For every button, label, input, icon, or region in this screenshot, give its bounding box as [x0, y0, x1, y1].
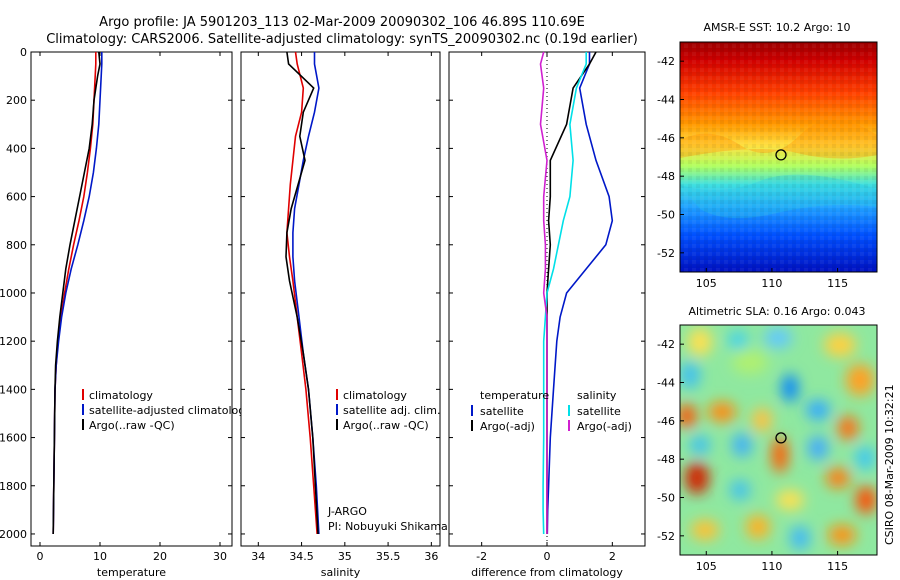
x-tick-label: 0 — [37, 550, 44, 563]
x-axis-label: salinity — [321, 566, 361, 579]
x-tick-label: 10 — [93, 550, 107, 563]
legend-label: Argo(-adj) — [480, 420, 535, 433]
map-y-tick-label: -42 — [657, 55, 675, 68]
header-line-2: Climatology: CARS2006. Satellite-adjuste… — [46, 32, 638, 47]
temperature-panel: 0 10 20 30 0 200 400 600 800 1000 1200 1400 1600 1800… — [0, 46, 252, 579]
sst-map-title: AMSR-E SST: 10.2 Argo: 10 — [703, 21, 850, 34]
series-line — [539, 51, 548, 534]
series-line — [285, 51, 319, 535]
annotation-text: J-ARGO — [327, 505, 367, 518]
y-tick-label: 1200 — [0, 335, 27, 348]
annotation-text: PI: Nobuyuki Shikama — [328, 520, 448, 533]
y-tick-label: 800 — [6, 239, 27, 252]
x-axis-label: difference from climatology — [471, 566, 623, 579]
plot-frame — [240, 51, 441, 547]
sla-map-panel: Altimetric SLA: 0.16 Argo: 0.043 — [657, 305, 878, 573]
y-tick-label: 0 — [20, 46, 27, 59]
map-x-tick-label: 105 — [696, 560, 717, 573]
y-tick-label: 600 — [6, 191, 27, 204]
legend-label: satellite — [480, 405, 524, 418]
map-y-tick-label: -44 — [657, 94, 675, 107]
credit-label: CSIRO 08-Mar-2009 10:32:21 — [883, 384, 896, 545]
header-line-1: Argo profile: JA 5901203_113 02-Mar-2009… — [99, 15, 585, 30]
legend-label: Argo(..raw -QC) — [89, 419, 175, 432]
sst-argo-marker — [775, 149, 787, 161]
x-tick-label: 2 — [609, 550, 616, 563]
sla-argo-marker — [775, 432, 787, 444]
difference-panel: -2 0 2 difference from climatology temperatu… — [448, 51, 646, 579]
legend-label: Argo(..raw -QC) — [343, 419, 429, 432]
y-tick-label: 1600 — [0, 432, 27, 445]
series-line — [52, 51, 101, 535]
plot-frame — [30, 51, 233, 547]
x-tick-label: 35 — [338, 550, 352, 563]
map-y-tick-label: -48 — [657, 170, 675, 183]
legend-label: satellite — [577, 405, 621, 418]
sla-map-title: Altimetric SLA: 0.16 Argo: 0.043 — [688, 305, 865, 318]
sst-map-ticks: 105 110 115 -42 -44 -46 -48 -50 -52 — [657, 55, 848, 290]
sst-map-frame — [679, 41, 878, 273]
x-tick-label: 30 — [213, 550, 227, 563]
x-tick-label: 20 — [153, 550, 167, 563]
x-tick-label: 35.5 — [376, 550, 401, 563]
y-tick-label: 400 — [6, 142, 27, 155]
sst-map-panel: AMSR-E SST: 10.2 Argo: 10 105 110 115 -42 -4… — [657, 21, 878, 290]
map-y-tick-label: -48 — [657, 453, 675, 466]
map-x-tick-label: 115 — [827, 277, 848, 290]
sla-map-ticks: 105 110 115 -42 -44 -46 -48 -50 -52 — [657, 338, 848, 573]
map-x-tick-label: 105 — [696, 277, 717, 290]
y-tick-label: 1400 — [0, 383, 27, 396]
x-axis-label: temperature — [97, 566, 166, 579]
map-y-tick-label: -52 — [657, 530, 675, 543]
map-x-tick-label: 115 — [827, 560, 848, 573]
legend-label: climatology — [343, 389, 407, 402]
map-y-tick-label: -46 — [657, 132, 675, 145]
sla-map-frame — [679, 324, 878, 556]
series-line — [542, 52, 588, 535]
sst-pixel-texture — [680, 42, 877, 272]
y-tick-label: 2000 — [0, 528, 27, 541]
map-y-tick-label: -50 — [657, 492, 675, 505]
legend-label: satellite adj. clim. — [343, 404, 440, 417]
map-y-tick-label: -46 — [657, 415, 675, 428]
map-x-tick-label: 110 — [761, 560, 782, 573]
x-tick-label: -2 — [476, 550, 487, 563]
salinity-panel: 34 34.5 35 35.5 36 salinity climatology satelli… — [240, 51, 448, 579]
y-tick-label: 200 — [6, 94, 27, 107]
y-tick-label: 1800 — [0, 480, 27, 493]
legend-group-title: temperature — [480, 389, 549, 402]
map-y-tick-label: -50 — [657, 209, 675, 222]
legend-label: satellite-adjusted climatology — [89, 404, 252, 417]
map-y-tick-label: -44 — [657, 377, 675, 390]
legend-label: climatology — [89, 389, 153, 402]
series-line — [546, 52, 614, 535]
map-y-tick-label: -52 — [657, 247, 675, 260]
y-tick-label: 1000 — [0, 287, 27, 300]
map-x-tick-label: 110 — [761, 277, 782, 290]
map-y-tick-label: -42 — [657, 338, 675, 351]
x-tick-label: 36 — [424, 550, 438, 563]
x-tick-label: 34 — [251, 550, 265, 563]
x-tick-label: 0 — [544, 550, 551, 563]
legend-group-title: salinity — [577, 389, 617, 402]
legend-label: Argo(-adj) — [577, 420, 632, 433]
sla-anomalies — [680, 328, 876, 550]
x-tick-label: 34.5 — [289, 550, 314, 563]
